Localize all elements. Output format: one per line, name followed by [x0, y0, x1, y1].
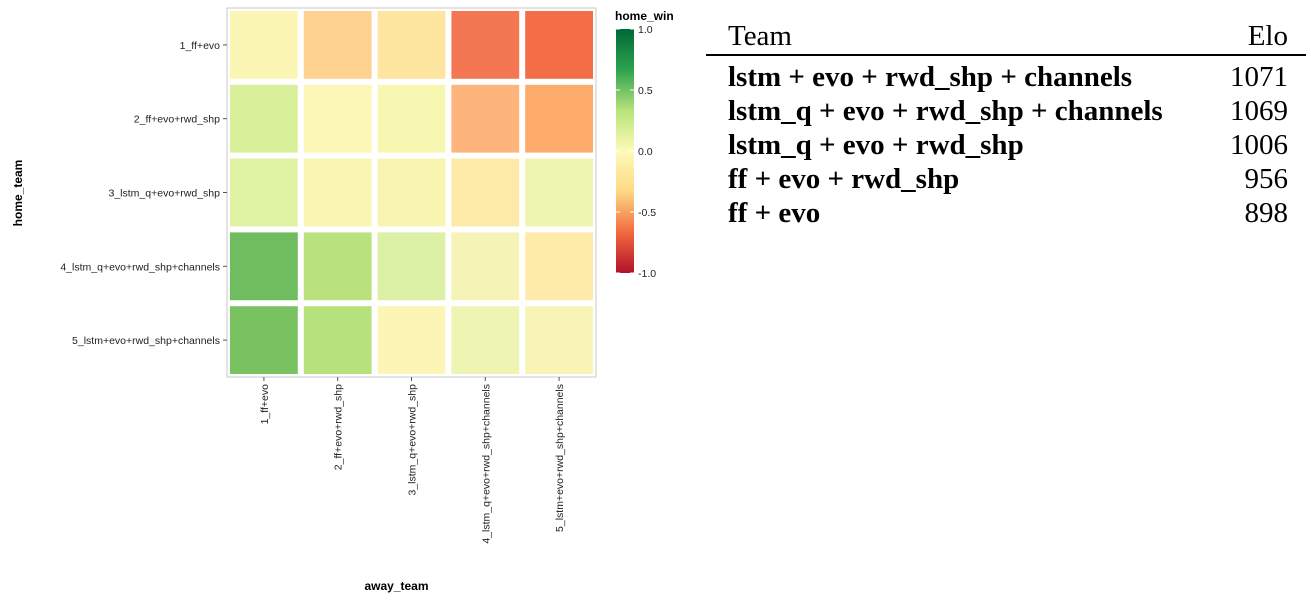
- legend-tick-label: 1.0: [638, 24, 653, 36]
- team-column-header: Team: [728, 20, 792, 52]
- legend-title: home_win: [615, 9, 674, 23]
- heatmap-tile: [377, 158, 446, 227]
- heatmap-tile: [525, 232, 593, 301]
- elo-table: Team Elo lstm + evo + rwd_shp + channels…: [706, 18, 1306, 230]
- elo-value: 898: [1244, 197, 1289, 229]
- heatmap-tile: [377, 232, 446, 301]
- heatmap-tile: [230, 84, 298, 153]
- table-row: lstm + evo + rwd_shp + channels 1071: [706, 60, 1306, 94]
- legend-colorbar: [616, 29, 634, 273]
- heatmap-tile: [303, 158, 372, 227]
- team-name: ff + evo: [728, 197, 821, 229]
- team-name: lstm_q + evo + rwd_shp + channels: [728, 95, 1163, 127]
- elo-value: 1006: [1230, 129, 1288, 161]
- y-tick-label: 5_lstm+evo+rwd_shp+channels: [72, 335, 220, 347]
- heatmap-tile: [451, 306, 520, 374]
- heatmap-tile: [377, 11, 446, 79]
- heatmap-tile: [377, 306, 446, 374]
- heatmap-tile: [303, 11, 372, 79]
- heatmap-tile: [377, 84, 446, 153]
- elo-table-header: Team Elo: [706, 18, 1306, 56]
- y-tick-label: 2_ff+evo+rwd_shp: [134, 114, 220, 126]
- x-tick-label: 2_ff+evo+rwd_shp: [333, 384, 345, 470]
- heatmap-tile: [303, 232, 372, 301]
- heatmap-tile: [525, 11, 593, 79]
- elo-value: 1071: [1230, 61, 1288, 93]
- heatmap-tile: [525, 84, 593, 153]
- y-tick-label: 1_ff+evo: [180, 40, 221, 52]
- heatmap-tile: [525, 306, 593, 374]
- team-name: ff + evo + rwd_shp: [728, 163, 960, 195]
- team-name: lstm + evo + rwd_shp + channels: [728, 61, 1133, 93]
- table-row: lstm_q + evo + rwd_shp + channels 1069: [706, 94, 1306, 128]
- heatmap-tile: [451, 158, 520, 227]
- team-name: lstm_q + evo + rwd_shp: [728, 129, 1024, 161]
- y-tick-label: 4_lstm_q+evo+rwd_shp+channels: [60, 261, 220, 273]
- elo-column-header: Elo: [1247, 20, 1288, 52]
- heatmap-tile: [451, 84, 520, 153]
- table-row: lstm_q + evo + rwd_shp 1006: [706, 128, 1306, 162]
- heatmap-tile: [451, 11, 520, 79]
- x-axis-title: away_team: [364, 579, 428, 593]
- x-tick-label: 1_ff+evo: [259, 384, 271, 425]
- legend-tick-label: -1.0: [638, 268, 656, 280]
- elo-value: 956: [1244, 163, 1289, 195]
- legend-tick-label: 0.0: [638, 146, 653, 158]
- legend-tick-label: 0.5: [638, 85, 653, 97]
- legend-tick-label: -0.5: [638, 207, 656, 219]
- heatmap-tile: [303, 306, 372, 374]
- x-tick-label: 3_lstm_q+evo+rwd_shp: [407, 384, 419, 496]
- table-row: ff + evo 898: [706, 196, 1306, 230]
- heatmap-tile: [303, 84, 372, 153]
- heatmap-tile: [230, 158, 298, 227]
- heatmap-chart: 1_ff+evo 2_ff+evo+rwd_shp 3_lstm_q+evo+rwd…: [11, 7, 674, 593]
- y-axis-title: home_team: [11, 160, 25, 227]
- heatmap-tile: [230, 306, 298, 374]
- x-tick-label: 4_lstm_q+evo+rwd_shp+channels: [480, 384, 492, 544]
- heatmap-tile: [230, 11, 298, 79]
- table-row: ff + evo + rwd_shp 956: [706, 162, 1306, 196]
- heatmap-tile: [451, 232, 520, 301]
- heatmap-tile: [525, 158, 593, 227]
- y-tick-label: 3_lstm_q+evo+rwd_shp: [109, 188, 221, 200]
- x-tick-label: 5_lstm+evo+rwd_shp+channels: [554, 384, 566, 532]
- heatmap-tile: [230, 232, 298, 301]
- elo-value: 1069: [1230, 95, 1288, 127]
